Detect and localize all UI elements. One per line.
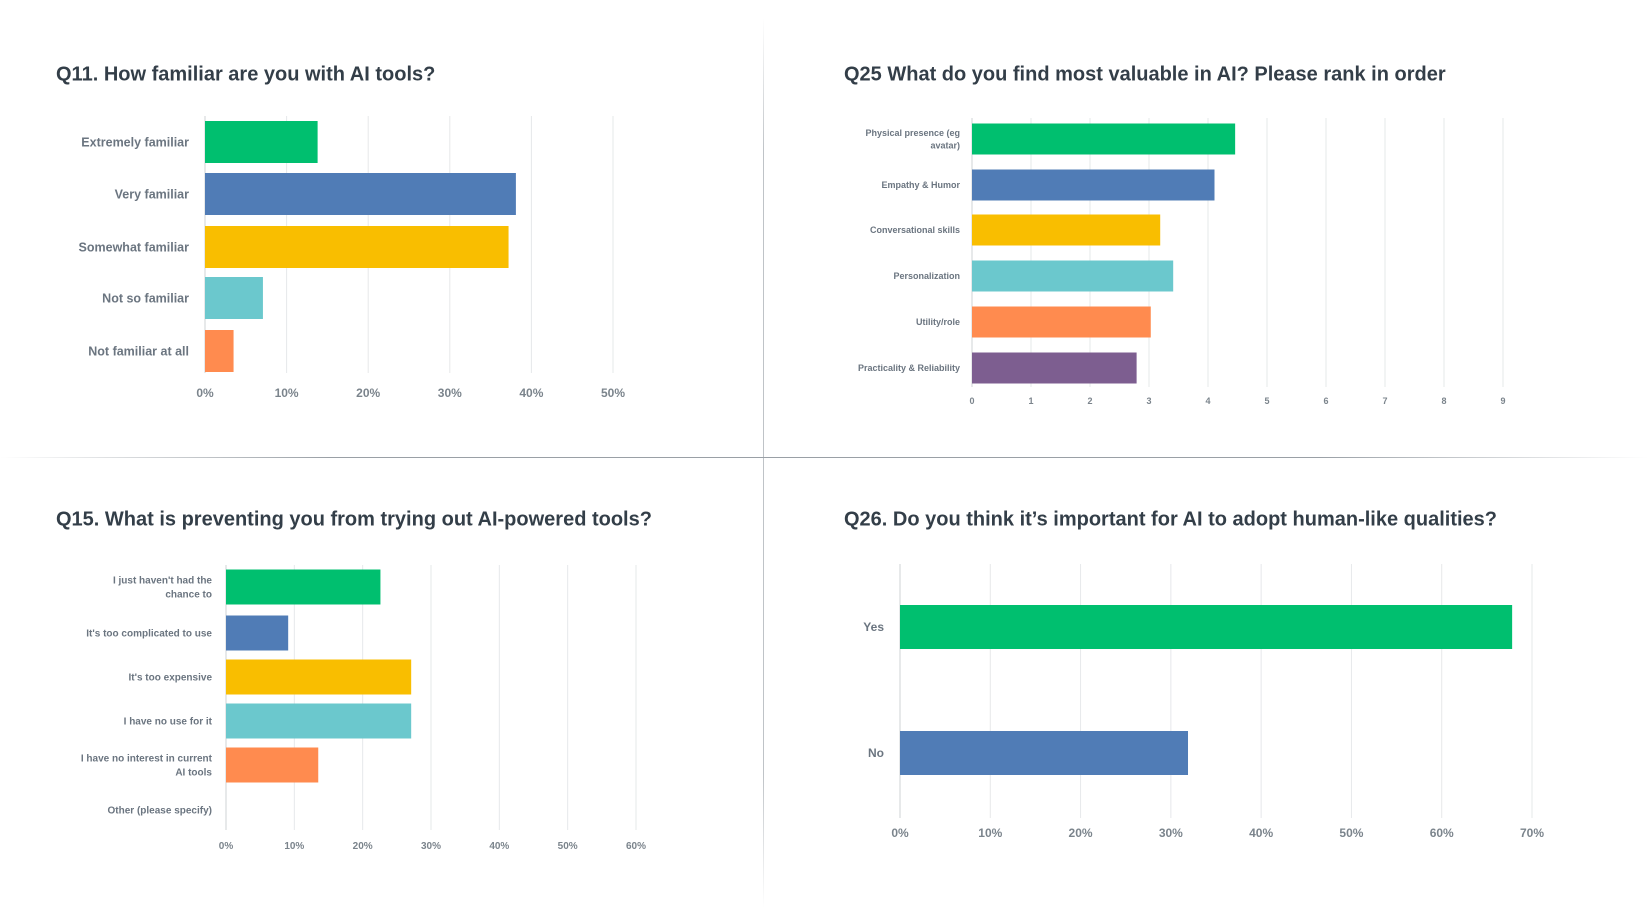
category-label: Other (please specify) xyxy=(108,806,212,817)
bar xyxy=(900,731,1189,775)
x-tick-label: 0% xyxy=(891,826,909,840)
chart-title-q26: Q26. Do you think it’s important for AI … xyxy=(844,508,1497,531)
x-tick-label: 6 xyxy=(1323,396,1328,406)
x-tick-label: 2 xyxy=(1087,396,1092,406)
bar xyxy=(205,121,318,163)
bar xyxy=(205,173,516,215)
x-tick-label: 50% xyxy=(558,841,578,852)
x-tick-label: 20% xyxy=(1069,826,1093,840)
x-tick-label: 70% xyxy=(1520,826,1544,840)
x-tick-label: 30% xyxy=(421,841,441,852)
category-label: Very familiar xyxy=(115,187,189,201)
x-tick-label: 10% xyxy=(275,386,299,400)
category-label: Practicality & Reliability xyxy=(858,363,960,373)
x-tick-label: 50% xyxy=(1339,826,1363,840)
chart-title-q11: Q11. How familiar are you with AI tools? xyxy=(56,63,436,86)
x-tick-label: 0 xyxy=(969,396,974,406)
x-tick-label: 30% xyxy=(1159,826,1183,840)
bar xyxy=(226,569,381,605)
bar xyxy=(900,605,1513,649)
x-tick-label: 60% xyxy=(626,841,646,852)
bar xyxy=(205,277,263,319)
x-tick-label: 10% xyxy=(978,826,1002,840)
x-tick-label: 4 xyxy=(1205,396,1210,406)
x-tick-label: 1 xyxy=(1028,396,1033,406)
category-label: Somewhat familiar xyxy=(79,240,190,254)
bar xyxy=(972,214,1161,246)
x-tick-label: 20% xyxy=(353,841,373,852)
category-label: Empathy & Humor xyxy=(881,180,960,190)
chart-title-q25: Q25 What do you find most valuable in AI… xyxy=(844,63,1446,86)
category-label: I just haven't had the chance to xyxy=(113,576,212,601)
category-label: Personalization xyxy=(893,271,960,281)
category-label: Not familiar at all xyxy=(88,344,189,358)
category-label: I have no use for it xyxy=(124,717,213,728)
category-label: Extremely familiar xyxy=(81,135,189,149)
bar xyxy=(972,123,1236,155)
bar xyxy=(205,330,234,372)
bar xyxy=(205,226,509,268)
category-label: Yes xyxy=(863,620,884,634)
x-tick-label: 40% xyxy=(519,386,543,400)
x-tick-label: 40% xyxy=(489,841,509,852)
bar xyxy=(972,169,1215,201)
x-tick-label: 8 xyxy=(1441,396,1446,406)
bar xyxy=(226,615,289,651)
category-label: Utility/role xyxy=(916,317,960,327)
x-tick-label: 0% xyxy=(196,386,214,400)
x-tick-label: 40% xyxy=(1249,826,1273,840)
bar xyxy=(972,352,1137,384)
x-tick-label: 50% xyxy=(601,386,625,400)
category-label: Not so familiar xyxy=(102,291,189,305)
category-label: No xyxy=(868,746,884,760)
bar xyxy=(226,659,412,695)
x-tick-label: 30% xyxy=(438,386,462,400)
category-label: It's too expensive xyxy=(128,673,212,684)
x-tick-label: 60% xyxy=(1430,826,1454,840)
x-tick-label: 20% xyxy=(356,386,380,400)
bar xyxy=(972,260,1174,292)
category-label: It's too complicated to use xyxy=(86,629,212,640)
x-tick-label: 9 xyxy=(1500,396,1505,406)
category-label: Conversational skills xyxy=(870,225,960,235)
x-tick-label: 10% xyxy=(284,841,304,852)
x-tick-label: 5 xyxy=(1264,396,1269,406)
chart-title-q15: Q15. What is preventing you from trying … xyxy=(56,508,652,531)
x-tick-label: 0% xyxy=(219,841,234,852)
x-tick-label: 7 xyxy=(1382,396,1387,406)
bar xyxy=(972,306,1151,338)
bar xyxy=(226,703,412,739)
category-label: I have no interest in current AI tools xyxy=(81,754,213,779)
x-tick-label: 3 xyxy=(1146,396,1151,406)
vertical-divider xyxy=(763,18,764,908)
bar xyxy=(226,747,319,783)
category-label: Physical presence (eg avatar) xyxy=(865,128,960,151)
horizontal-divider xyxy=(0,457,1648,458)
